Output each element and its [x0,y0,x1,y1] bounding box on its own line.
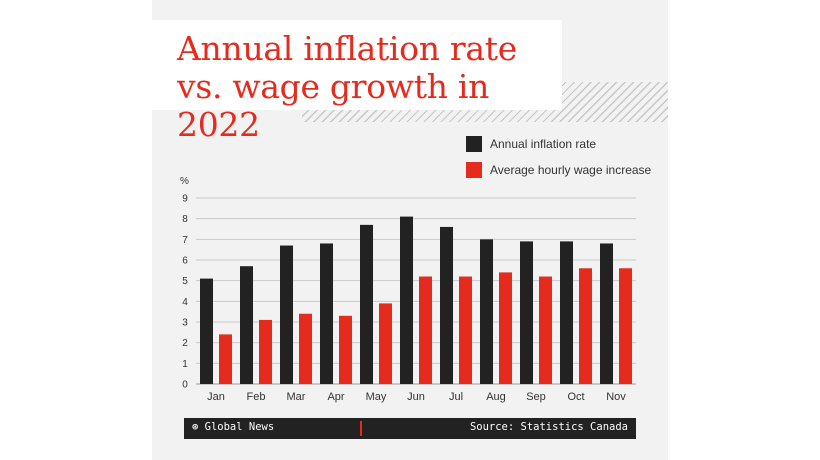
legend-label-wage: Average hourly wage increase [490,163,652,177]
y-tick-label: 2 [182,338,188,349]
x-tick-label: Jan [207,391,225,403]
x-tick-label: Nov [606,391,626,403]
bar-wage-may [379,303,392,384]
x-tick-label: Aug [486,391,506,403]
x-tick-label: Apr [327,391,344,403]
bar-inflation-aug [480,239,493,384]
legend-swatch-inflation [466,136,482,152]
x-tick-label: Oct [567,391,584,403]
bar-inflation-may [360,224,373,384]
bar-inflation-oct [560,241,573,384]
bar-wage-mar [299,313,312,384]
legend-swatch-wage [466,162,482,178]
bar-chart: % 0 1 2 3 4 5 6 7 8 9 Jan Feb Mar Apr May Jun Jul Aug Sep O… [180,176,636,403]
y-tick-label: 7 [182,235,188,246]
bars [200,216,632,384]
bar-wage-sep [539,276,552,384]
bar-wage-jun [419,276,432,384]
y-tick-label: 3 [182,318,188,329]
y-tick-label: 9 [182,194,188,205]
bar-wage-nov [619,268,632,384]
bar-inflation-mar [280,245,293,384]
y-tick-label: 6 [182,256,188,267]
bar-inflation-feb [240,266,253,384]
footer-bar: ⊛ Global News Source: Statistics Canada [184,418,636,439]
x-tick-label: Feb [247,391,266,403]
bar-inflation-nov [600,243,613,384]
title-box: Annual inflation rate vs. wage growth in… [152,20,562,144]
y-tick-label: 4 [182,297,188,308]
x-tick-label: May [366,391,387,403]
axis-labels: % 0 1 2 3 4 5 6 7 8 9 Jan Feb Mar Apr May Jun Jul Aug Sep O… [180,176,626,403]
bar-wage-apr [339,315,352,384]
bar-inflation-apr [320,243,333,384]
bar-inflation-jul [440,226,453,384]
bar-inflation-jun [400,216,413,384]
y-tick-label: 0 [182,380,188,391]
chart-card: Annual inflation rate vs. wage growth in… [152,0,668,460]
footer-divider [360,421,362,436]
bar-wage-aug [499,272,512,384]
x-tick-label: Sep [526,391,546,403]
bar-wage-oct [579,268,592,384]
y-tick-label: 5 [182,276,188,287]
global-news-logo: ⊛ Global News [192,421,275,433]
bar-wage-jan [219,334,232,384]
chart-title: Annual inflation rate vs. wage growth in… [177,29,517,144]
x-tick-label: Mar [287,391,306,403]
x-tick-label: Jul [449,391,463,403]
y-tick-label: 8 [182,214,188,225]
y-axis-label: % [180,176,189,187]
bar-inflation-jan [200,278,213,384]
bar-wage-feb [259,319,272,384]
bar-inflation-sep [520,241,533,384]
legend-label-inflation: Annual inflation rate [490,137,597,151]
source-credit: Source: Statistics Canada [469,421,628,433]
x-tick-label: Jun [407,391,425,403]
y-tick-label: 1 [182,359,188,370]
bar-wage-jul [459,276,472,384]
